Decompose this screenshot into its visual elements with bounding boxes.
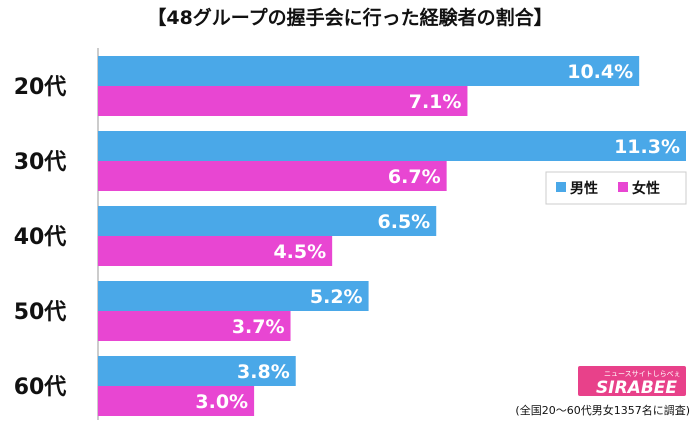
sirabee-logo: ニュースサイトしらべぇ SIRABEE: [578, 366, 686, 398]
bar-female: [98, 311, 291, 341]
bar-female: [98, 86, 468, 116]
value-label: 5.2%: [310, 286, 363, 308]
legend-box: [545, 171, 687, 205]
logo-tagline: ニュースサイトしらべぇ: [604, 370, 681, 378]
category-label: 60代: [14, 375, 67, 400]
value-labels: 10.4% 7.1% 11.3% 6.7% 6.5% 4.5% 5.2% 3.7% 3.8% 3.…: [195, 61, 680, 413]
category-label: 20代: [14, 75, 67, 100]
category-labels: 20代 30代 40代 50代 60代: [14, 75, 67, 400]
chart-title: 【48グループの握手会に行った経験者の割合】: [147, 6, 552, 29]
value-label: 6.7%: [388, 166, 441, 188]
legend-label-female: 女性: [632, 180, 660, 197]
value-label: 7.1%: [409, 91, 462, 113]
bar-male: [98, 206, 437, 236]
category-label: 30代: [14, 150, 67, 175]
footnote: (全国20〜60代男女1357名に調査): [515, 403, 690, 417]
legend-label-male: 男性: [570, 180, 598, 197]
legend-swatch-female: [618, 182, 628, 192]
bar-male: [98, 131, 686, 161]
logo-background: [578, 366, 686, 396]
logo-text: SIRABEE: [596, 378, 677, 398]
bar-female: [98, 236, 333, 266]
value-label: 3.8%: [237, 361, 290, 383]
category-label: 40代: [14, 225, 67, 250]
bar-male: [98, 56, 640, 86]
value-label: 3.7%: [232, 316, 285, 338]
value-label: 3.0%: [195, 391, 248, 413]
value-label: 11.3%: [614, 136, 680, 158]
value-label: 10.4%: [567, 61, 633, 83]
category-label: 50代: [14, 300, 67, 325]
bar-male: [98, 281, 369, 311]
legend-swatch-male: [556, 182, 566, 192]
bar-female: [98, 386, 255, 416]
legend: 男性 女性: [545, 171, 687, 205]
value-label: 4.5%: [273, 241, 326, 263]
bar-male: [98, 356, 296, 386]
bars-group: [98, 56, 686, 416]
bar-female: [98, 161, 447, 191]
value-label: 6.5%: [378, 211, 431, 233]
